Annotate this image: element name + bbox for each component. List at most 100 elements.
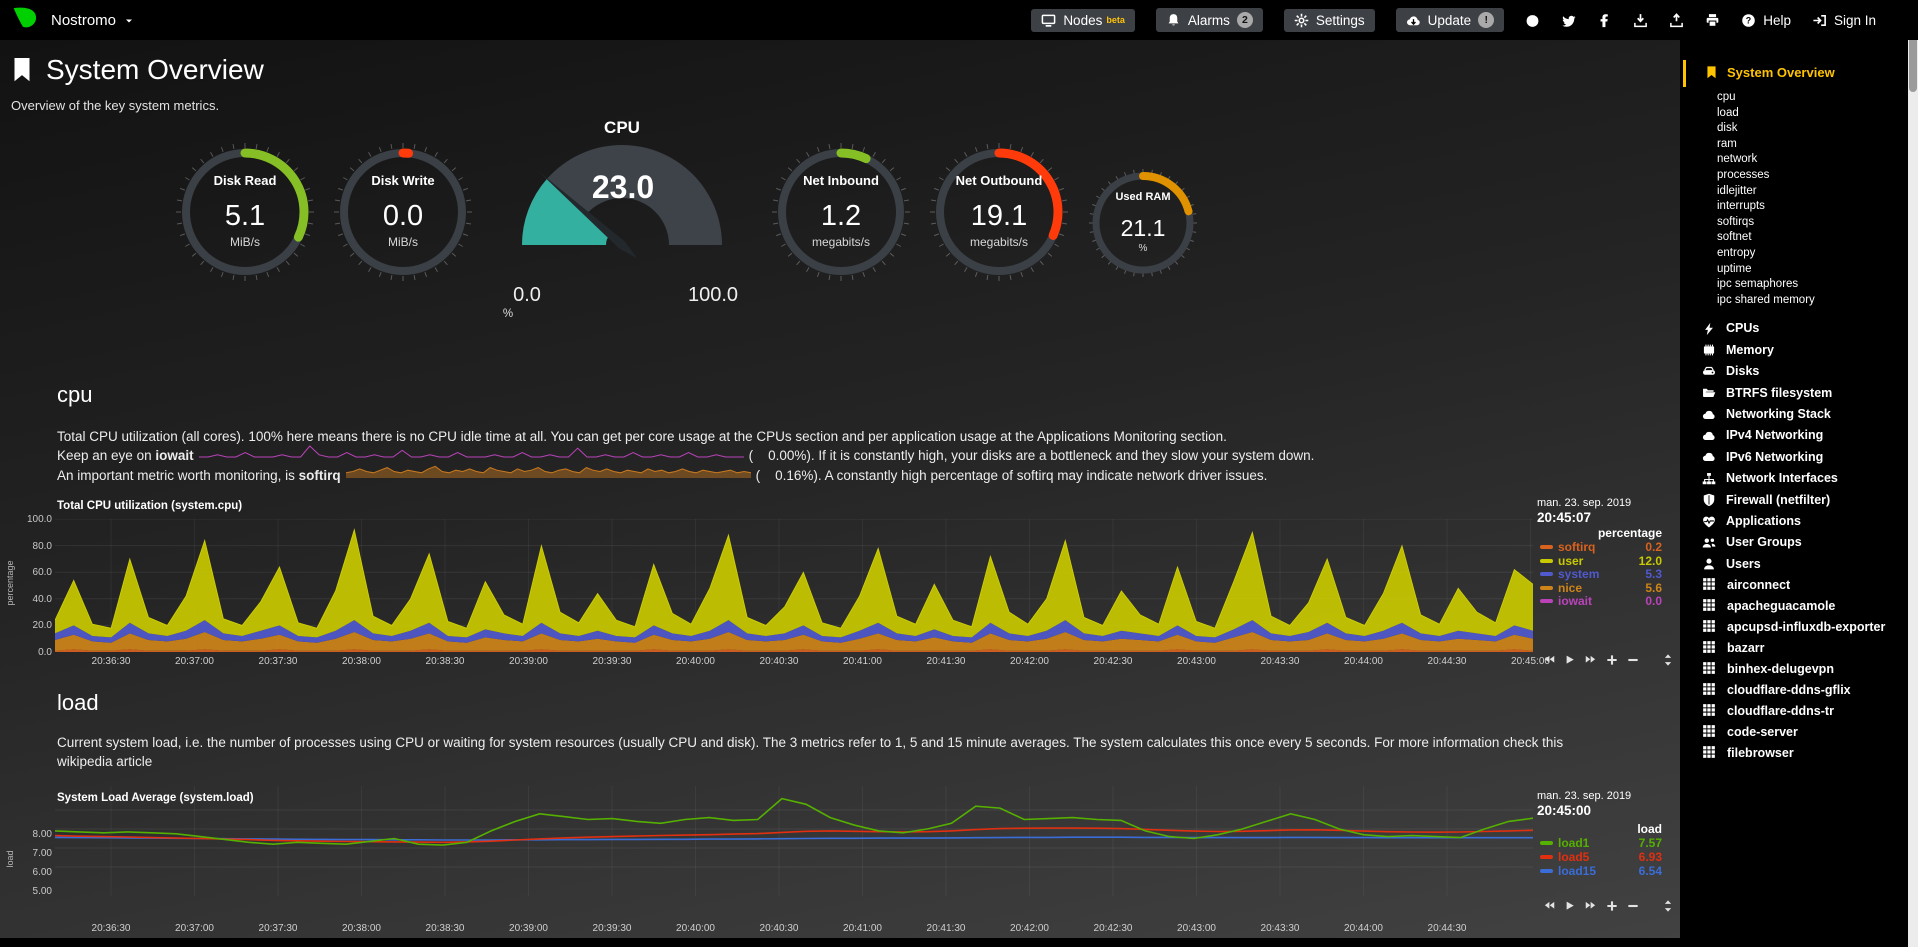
netdata-logo[interactable]	[12, 4, 39, 36]
zoom-in-icon	[1607, 901, 1617, 911]
desktop-icon	[1041, 14, 1056, 27]
disk-write-gauge[interactable]: Disk Write 0.0 MiB/s	[328, 137, 478, 287]
sidebar-item-ipv6-networking[interactable]: IPv6 Networking	[1680, 447, 1908, 468]
sidebar-item-system-overview[interactable]: System Overview	[1683, 60, 1908, 87]
nav-export-snapshot-icon[interactable]	[1633, 13, 1648, 28]
load-toolbox-skip-backward-button[interactable]	[1543, 900, 1555, 912]
cpu-y-tick: 100.0	[26, 514, 52, 525]
cpu-y-tick: 80.0	[32, 540, 52, 552]
sidebar-item-interrupts[interactable]: interrupts	[1717, 200, 1765, 213]
load-toolbox-zoom-out-button[interactable]	[1627, 900, 1639, 912]
nav-settings-button[interactable]: Settings	[1283, 8, 1375, 32]
sidebar-item-entropy[interactable]: entropy	[1717, 246, 1756, 259]
skip-backward-icon	[1544, 901, 1555, 909]
load-y-tick: 6.00	[32, 867, 52, 878]
sidebar-item-memory[interactable]: Memory	[1680, 340, 1908, 361]
text: An important metric worth monitoring, is	[57, 467, 299, 483]
nav-twitter-icon[interactable]	[1561, 13, 1576, 28]
sidebar-item-cpu[interactable]: cpu	[1717, 91, 1736, 103]
zoom-in-icon	[1607, 655, 1617, 665]
cpu-gauge-title: CPU	[604, 118, 640, 137]
wikipedia-article-link[interactable]: wikipedia article	[57, 753, 153, 769]
iowait-sparkline-chart[interactable]	[198, 443, 744, 462]
net-inbound-gauge[interactable]: Net Inbound 1.2 megabits/s	[766, 137, 916, 287]
sidebar-item-network-interfaces[interactable]: Network Interfaces	[1680, 468, 1908, 489]
sidebar-item-ipv4-networking[interactable]: IPv4 Networking	[1680, 425, 1908, 446]
load-toolbox-zoom-in-button[interactable]	[1606, 900, 1618, 912]
sidebar-item-cpus[interactable]: CPUs	[1680, 318, 1908, 339]
sidebar-item-networking-stack[interactable]: Networking Stack	[1680, 404, 1908, 425]
cpu-legend-iowait[interactable]: iowait 0.0	[1540, 594, 1662, 608]
load-legend-load5[interactable]: load5 6.93	[1540, 850, 1662, 864]
sidebar-item-binhex-delugevpn[interactable]: binhex-delugevpn	[1680, 659, 1908, 680]
cpu-legend-system[interactable]: system 5.3	[1540, 567, 1662, 581]
nav-import-snapshot-icon[interactable]	[1669, 12, 1684, 28]
cpu-plot-area[interactable]	[55, 519, 1533, 652]
nav-update-button[interactable]: Update!	[1395, 8, 1505, 32]
nav-alarms-button[interactable]: Alarms 2	[1155, 8, 1263, 32]
sidebar-item-code-server[interactable]: code-server	[1680, 722, 1908, 743]
sidebar-item-disks[interactable]: Disks	[1680, 361, 1908, 382]
sidebar-item-ram[interactable]: ram	[1717, 137, 1737, 150]
sidebar-item-airconnect[interactable]: airconnect	[1680, 575, 1908, 596]
load-resize-handle[interactable]	[1662, 900, 1674, 912]
nav-sign-in-button[interactable]: Sign In	[1812, 13, 1876, 28]
sidebar-item-users[interactable]: Users	[1680, 554, 1908, 575]
disk-read-gauge[interactable]: Disk Read 5.1 MiB/s	[170, 137, 320, 287]
sidebar-item-softnet[interactable]: softnet	[1717, 231, 1752, 244]
sidebar-item-network[interactable]: network	[1717, 153, 1758, 166]
used-ram-gauge[interactable]: Used RAM 21.1%	[1083, 163, 1203, 283]
cpu-y-tick: 20.0	[32, 620, 52, 632]
nav-print-icon[interactable]	[1705, 13, 1720, 28]
cpu-toolbox-play-button[interactable]	[1564, 654, 1576, 666]
nav-github-icon[interactable]	[1525, 13, 1540, 28]
sidebar-item-user-groups[interactable]: User Groups	[1680, 532, 1908, 553]
sidebar-item-disk[interactable]: disk	[1717, 122, 1738, 135]
load-legend-load15[interactable]: load15 6.54	[1540, 864, 1662, 878]
sidebar-item-softirqs[interactable]: softirqs	[1717, 215, 1755, 228]
nav-help-button[interactable]: ? Help	[1741, 13, 1791, 28]
cpu-toolbox-skip-backward-button[interactable]	[1543, 654, 1555, 666]
sidebar-item-label: binhex-delugevpn	[1727, 662, 1834, 677]
sidebar-item-firewall-netfilter[interactable]: Firewall (netfilter)	[1680, 490, 1908, 511]
sidebar-item-processes[interactable]: processes	[1717, 168, 1770, 181]
sidebar-item-btrfs-filesystem[interactable]: BTRFS filesystem	[1680, 383, 1908, 404]
cpu-legend-nice[interactable]: nice 5.6	[1540, 581, 1662, 595]
sidebar-item-applications[interactable]: Applications	[1680, 511, 1908, 532]
page-scrollbar[interactable]	[1908, 22, 1918, 947]
nav-facebook-icon[interactable]	[1597, 13, 1612, 28]
gear-icon	[1294, 13, 1309, 27]
load-plot-area[interactable]	[55, 786, 1533, 896]
cpu-resize-handle[interactable]	[1662, 654, 1674, 666]
softirq-sparkline-chart[interactable]	[345, 463, 751, 482]
disk-write-gauge-ring	[334, 143, 472, 281]
sidebar-item-uptime[interactable]: uptime	[1717, 262, 1752, 275]
nav-nodes-button[interactable]: Nodes beta	[1031, 8, 1135, 32]
cpu-legend-user[interactable]: user 12.0	[1540, 554, 1662, 568]
load-chart-title: System Load Average (system.load)	[57, 792, 254, 804]
sidebar-item-bazarr[interactable]: bazarr	[1680, 638, 1908, 659]
cpu-toolbox-zoom-out-button[interactable]	[1627, 654, 1639, 666]
hostname-dropdown[interactable]: Nostromo	[51, 12, 135, 29]
cpu-toolbox-zoom-in-button[interactable]	[1606, 654, 1618, 666]
sitemap-icon	[1702, 472, 1716, 485]
load-legend-load1[interactable]: load1 7.57	[1540, 836, 1662, 850]
sidebar-item-filebrowser[interactable]: filebrowser	[1680, 743, 1908, 764]
sidebar-item-load[interactable]: load	[1717, 106, 1739, 119]
load-toolbox-play-button[interactable]	[1564, 900, 1576, 912]
sidebar-item-idlejitter[interactable]: idlejitter	[1717, 184, 1757, 197]
cloud-icon	[1702, 431, 1715, 441]
sidebar-item-label: User Groups	[1726, 535, 1802, 550]
sidebar-item-apcupsd-influxdb-exporter[interactable]: apcupsd-influxdb-exporter	[1680, 617, 1908, 638]
cpu-toolbox-skip-forward-button[interactable]	[1585, 654, 1597, 666]
load-toolbox-skip-forward-button[interactable]	[1585, 900, 1597, 912]
cpu-legend-softirq[interactable]: softirq 0.2	[1540, 540, 1662, 554]
sidebar-item-apacheguacamole[interactable]: apacheguacamole	[1680, 596, 1908, 617]
sidebar-item-cloudflare-ddns-gflix[interactable]: cloudflare-ddns-gflix	[1680, 680, 1908, 701]
sidebar-item-ipc-semaphores[interactable]: ipc semaphores	[1717, 278, 1799, 291]
cpu-gauge[interactable]: CPU 23.0 0.0 100.0%	[482, 118, 762, 328]
scrollbar-thumb[interactable]	[1909, 30, 1917, 92]
sidebar-item-ipc-shared-memory[interactable]: ipc shared memory	[1717, 293, 1815, 306]
net-outbound-gauge[interactable]: Net Outbound 19.1 megabits/s	[924, 137, 1074, 287]
sidebar-item-cloudflare-ddns-tr[interactable]: cloudflare-ddns-tr	[1680, 701, 1908, 722]
